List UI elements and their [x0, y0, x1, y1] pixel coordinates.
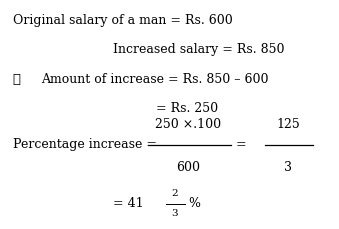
- Text: 250 ×.100: 250 ×.100: [155, 118, 221, 131]
- Text: = 41: = 41: [113, 197, 143, 210]
- Text: ∴: ∴: [13, 73, 21, 86]
- Text: %: %: [188, 197, 200, 210]
- Text: Amount of increase = Rs. 850 – 600: Amount of increase = Rs. 850 – 600: [41, 73, 268, 86]
- Text: Percentage increase =: Percentage increase =: [13, 138, 157, 151]
- Text: Increased salary = Rs. 850: Increased salary = Rs. 850: [113, 43, 284, 56]
- Text: =: =: [236, 138, 246, 151]
- Text: 125: 125: [276, 118, 300, 131]
- Text: Original salary of a man = Rs. 600: Original salary of a man = Rs. 600: [13, 14, 233, 27]
- Text: 600: 600: [176, 161, 200, 174]
- Text: 2: 2: [171, 189, 178, 198]
- Text: 3: 3: [284, 161, 292, 174]
- Text: 3: 3: [171, 210, 178, 218]
- Text: = Rs. 250: = Rs. 250: [156, 102, 218, 115]
